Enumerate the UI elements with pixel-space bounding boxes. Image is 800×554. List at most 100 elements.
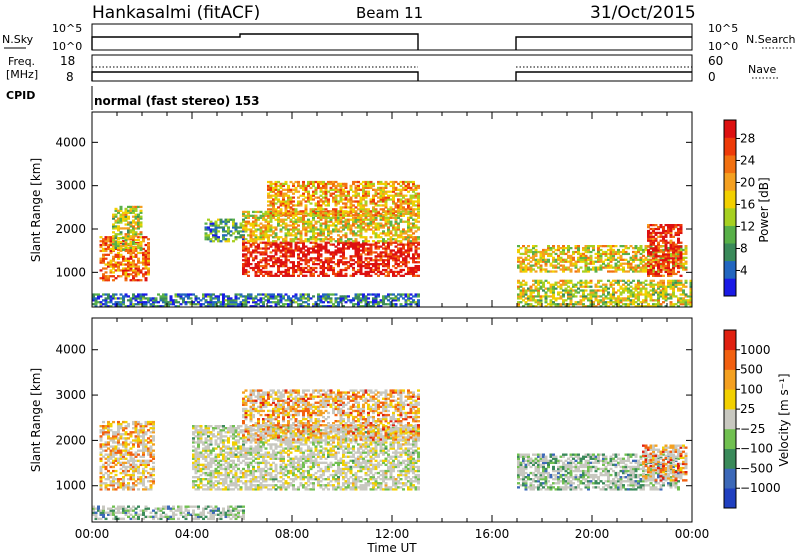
data-cell	[537, 260, 540, 263]
data-cell	[662, 253, 665, 256]
data-cell	[662, 241, 665, 244]
data-cell	[689, 295, 693, 298]
data-cell	[374, 297, 378, 300]
data-cell	[244, 270, 248, 274]
data-cell	[642, 248, 645, 252]
data-cell	[589, 254, 593, 258]
data-cell	[397, 251, 400, 254]
data-cell	[102, 299, 105, 302]
data-cell	[124, 239, 128, 242]
data-cell	[592, 291, 595, 294]
data-cell	[287, 241, 290, 244]
data-cell	[377, 180, 380, 184]
data-cell	[324, 293, 328, 296]
data-cell	[227, 232, 230, 235]
data-cell	[414, 240, 418, 243]
data-cell	[249, 266, 253, 270]
data-cell	[404, 200, 408, 203]
data-cell	[557, 266, 560, 269]
data-cell	[377, 192, 380, 195]
data-cell	[132, 229, 135, 232]
data-cell	[659, 231, 663, 235]
data-cell	[379, 216, 383, 219]
data-cell	[382, 196, 385, 199]
data-cell	[389, 251, 393, 254]
data-cell	[259, 259, 263, 262]
data-cell	[117, 217, 120, 220]
data-cell	[242, 247, 245, 250]
data-cell	[227, 230, 230, 233]
colorbar-tick-label: 24	[740, 153, 755, 167]
data-cell	[252, 230, 255, 233]
data-cell	[537, 283, 540, 286]
data-cell	[352, 259, 355, 262]
data-cell	[144, 255, 148, 258]
data-cell	[407, 220, 410, 223]
data-cell	[254, 255, 258, 258]
data-cell	[557, 303, 560, 306]
data-cell	[287, 198, 290, 201]
data-cell	[599, 289, 603, 292]
data-cell	[137, 273, 140, 276]
data-cell	[572, 289, 575, 292]
data-cell	[624, 270, 628, 273]
data-cell	[404, 208, 408, 211]
data-cell	[182, 297, 185, 300]
data-cell	[354, 245, 358, 248]
data-cell	[139, 211, 143, 214]
data-cell	[642, 250, 645, 254]
data-cell	[407, 249, 410, 252]
data-cell	[124, 215, 128, 218]
data-cell	[114, 303, 118, 306]
data-cell	[307, 249, 310, 252]
data-cell	[129, 273, 133, 276]
data-cell	[274, 180, 278, 184]
data-cell	[582, 254, 585, 258]
data-cell	[334, 228, 338, 231]
data-cell	[394, 241, 398, 244]
data-cell	[647, 261, 650, 264]
data-cell	[332, 196, 335, 199]
data-cell	[354, 240, 358, 243]
data-cell	[302, 251, 305, 254]
data-cell	[327, 210, 330, 213]
data-cell	[402, 297, 405, 300]
data-cell	[349, 243, 353, 246]
data-cell	[654, 224, 658, 227]
data-cell	[517, 248, 520, 252]
data-cell	[674, 283, 678, 286]
data-cell	[282, 200, 285, 203]
data-cell	[642, 305, 645, 308]
data-cell	[652, 249, 655, 252]
data-cell	[319, 255, 323, 258]
data-cell	[347, 261, 350, 264]
data-cell	[344, 301, 348, 304]
data-cell	[332, 257, 335, 260]
data-cell	[319, 180, 323, 184]
data-cell	[672, 264, 675, 267]
data-cell	[579, 285, 583, 288]
data-cell	[214, 295, 218, 298]
data-cell	[582, 289, 585, 292]
data-cell	[549, 283, 553, 286]
data-cell	[534, 260, 538, 263]
freq-right-tick-top: 60	[708, 54, 723, 68]
data-cell	[362, 243, 365, 246]
data-cell	[612, 254, 615, 258]
data-cell	[399, 274, 403, 277]
data-cell	[649, 293, 653, 296]
data-cell	[652, 241, 655, 244]
data-cell	[302, 180, 305, 184]
data-cell	[609, 250, 613, 254]
data-cell	[134, 303, 138, 306]
data-cell	[92, 297, 95, 300]
data-cell	[519, 291, 523, 294]
data-cell	[304, 222, 308, 225]
data-cell	[369, 251, 373, 254]
data-cell	[267, 230, 270, 233]
data-cell	[132, 205, 135, 209]
data-cell	[412, 241, 415, 244]
data-cell	[282, 249, 285, 252]
data-cell	[614, 270, 618, 273]
data-cell	[539, 252, 543, 256]
